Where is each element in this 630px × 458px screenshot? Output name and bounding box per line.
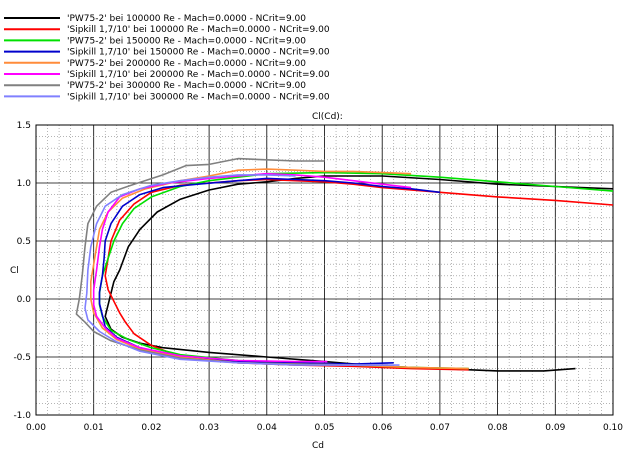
y-tick-label: 0.5	[17, 237, 31, 247]
y-axis-label: Cl	[10, 266, 19, 276]
y-tick-label: 1.5	[17, 121, 31, 131]
plot-frame	[35, 124, 614, 416]
legend-entry: 'PW75-2' bei 300000 Re - Mach=0.0000 - N…	[67, 81, 306, 91]
y-tick-label: 0.0	[17, 295, 32, 305]
series-line	[92, 172, 412, 363]
y-tick-label: -1.0	[13, 411, 31, 421]
y-tick-labels: -1.0 -0.5 0.0 0.5 1.0 1.5	[13, 121, 31, 421]
legend: 'PW75-2' bei 100000 Re - Mach=0.0000 - N…	[4, 14, 330, 102]
y-tick-label: 1.0	[17, 179, 32, 189]
x-tick-label: 0.06	[372, 423, 392, 433]
series-line	[84, 174, 400, 366]
x-tick-label: 0.07	[430, 423, 450, 433]
x-tick-label: 0.09	[545, 423, 565, 433]
legend-entry: 'Sipkill 1,7/10' bei 150000 Re - Mach=0.…	[67, 48, 330, 58]
x-tick-labels: 0.00 0.01 0.02 0.03 0.04 0.05 0.06 0.07 0.08 0.09…	[26, 423, 623, 433]
legend-entry: 'Sipkill 1,7/10' bei 100000 Re - Mach=0.…	[67, 25, 330, 35]
series-lines	[75, 157, 614, 372]
x-axis-label: Cd	[312, 441, 324, 451]
x-tick-label: 0.08	[488, 423, 508, 433]
x-tick-label: 0.01	[84, 423, 104, 433]
x-tick-label: 0.05	[314, 423, 334, 433]
x-tick-label: 0.03	[199, 423, 219, 433]
series-line	[75, 157, 388, 366]
legend-entry: 'Sipkill 1,7/10' bei 300000 Re - Mach=0.…	[67, 92, 330, 102]
legend-entry: 'PW75-2' bei 200000 Re - Mach=0.0000 - N…	[67, 59, 306, 69]
x-tick-label: 0.00	[26, 423, 46, 433]
y-tick-label: -0.5	[13, 353, 31, 363]
x-tick-label: 0.10	[603, 423, 623, 433]
legend-entry: 'PW75-2' bei 100000 Re - Mach=0.0000 - N…	[67, 14, 306, 24]
x-tick-label: 0.04	[257, 423, 277, 433]
chart-title: Cl(Cd):	[312, 112, 343, 122]
legend-entry: 'PW75-2' bei 150000 Re - Mach=0.0000 - N…	[67, 36, 306, 46]
x-tick-label: 0.02	[141, 423, 161, 433]
legend-entry: 'Sipkill 1,7/10' bei 200000 Re - Mach=0.…	[67, 70, 330, 80]
